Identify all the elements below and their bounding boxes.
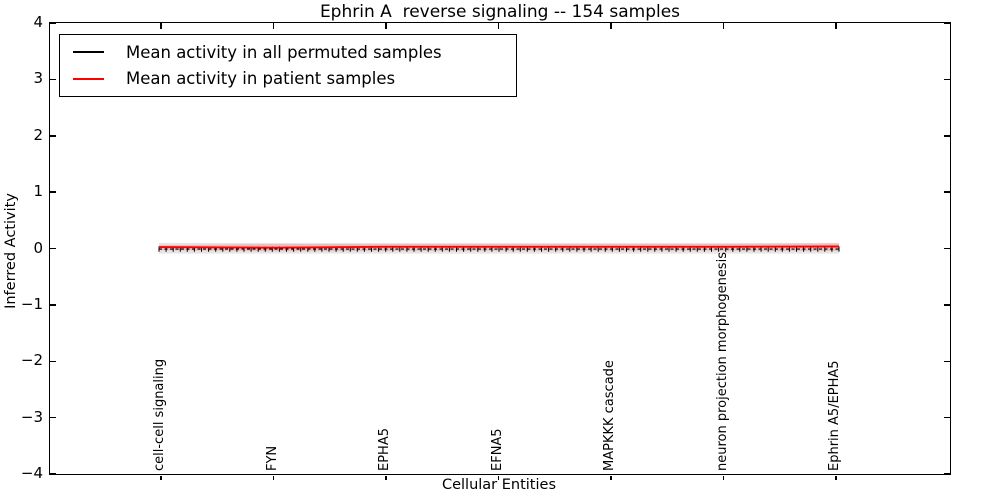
y-tick-left — [50, 22, 56, 24]
y-tick-label: −3 — [20, 407, 43, 426]
y-tick-left — [50, 360, 56, 362]
x-tick-label: neuron projection morphogenesis — [714, 252, 730, 471]
y-tick-left — [50, 135, 56, 137]
y-tick-right — [944, 473, 950, 475]
x-tick-label: EPHA5 — [377, 428, 392, 471]
y-tick-right — [944, 247, 950, 250]
legend: Mean activity in all permuted samples Me… — [59, 34, 517, 97]
y-tick-label: 2 — [33, 125, 43, 144]
x-tick-label: cell-cell signaling — [152, 358, 167, 471]
x-tick-label: EFNA5 — [489, 428, 505, 471]
x-tick-top — [272, 23, 275, 29]
y-tick-label: 3 — [33, 69, 43, 88]
y-tick-right — [944, 78, 950, 81]
x-tick-label: FYN — [264, 445, 280, 471]
y-tick-right — [944, 304, 950, 306]
patient-mean-line — [158, 245, 840, 249]
plot-area — [49, 22, 951, 480]
x-tick-top — [160, 23, 162, 29]
x-tick-top — [497, 23, 500, 29]
y-tick-label: −4 — [20, 464, 43, 482]
x-axis-label: Cellular Entities — [441, 477, 557, 493]
y-tick-left — [50, 191, 56, 193]
legend-label-patient: Mean activity in patient samples — [126, 69, 396, 89]
legend-line-sample-black — [73, 51, 104, 54]
x-tick-label: MAPKKK cascade — [602, 360, 617, 471]
x-tick-top — [835, 23, 837, 29]
data-layer — [158, 242, 840, 254]
x-tick-bottom — [272, 475, 275, 480]
x-tick-bottom — [722, 475, 725, 480]
y-tick-label: −2 — [20, 351, 43, 370]
y-tick-left — [50, 473, 56, 475]
y-tick-left — [50, 416, 56, 419]
y-tick-label: 1 — [33, 182, 43, 201]
y-tick-label: 4 — [33, 13, 43, 31]
x-tick-bottom — [835, 475, 837, 480]
x-tick-bottom — [160, 475, 162, 480]
y-tick-right — [944, 191, 950, 193]
y-tick-left — [50, 78, 56, 81]
legend-item-permuted: Mean activity in all permuted samples — [60, 43, 516, 62]
y-tick-right — [944, 135, 950, 137]
x-tick-bottom — [610, 475, 612, 480]
legend-item-patient: Mean activity in patient samples — [60, 69, 516, 88]
permuted-plus-markers — [158, 246, 840, 252]
y-tick-left — [50, 304, 56, 306]
x-tick-label: Ephrin A5/EPHA5 — [827, 360, 842, 471]
y-tick-right — [944, 360, 950, 362]
y-tick-right — [944, 22, 950, 24]
y-tick-left — [50, 247, 56, 250]
y-tick-right — [944, 416, 950, 419]
x-tick-top — [385, 23, 387, 29]
y-tick-label: −1 — [20, 294, 43, 313]
x-tick-top — [722, 23, 725, 29]
legend-line-sample-red — [73, 77, 104, 80]
x-tick-bottom — [497, 475, 500, 480]
legend-label-permuted: Mean activity in all permuted samples — [126, 42, 442, 62]
y-tick-label: 0 — [33, 238, 43, 257]
x-tick-bottom — [385, 475, 387, 480]
x-tick-top — [610, 23, 612, 29]
chart-title: Ephrin A reverse signaling -- 154 sample… — [319, 2, 681, 22]
